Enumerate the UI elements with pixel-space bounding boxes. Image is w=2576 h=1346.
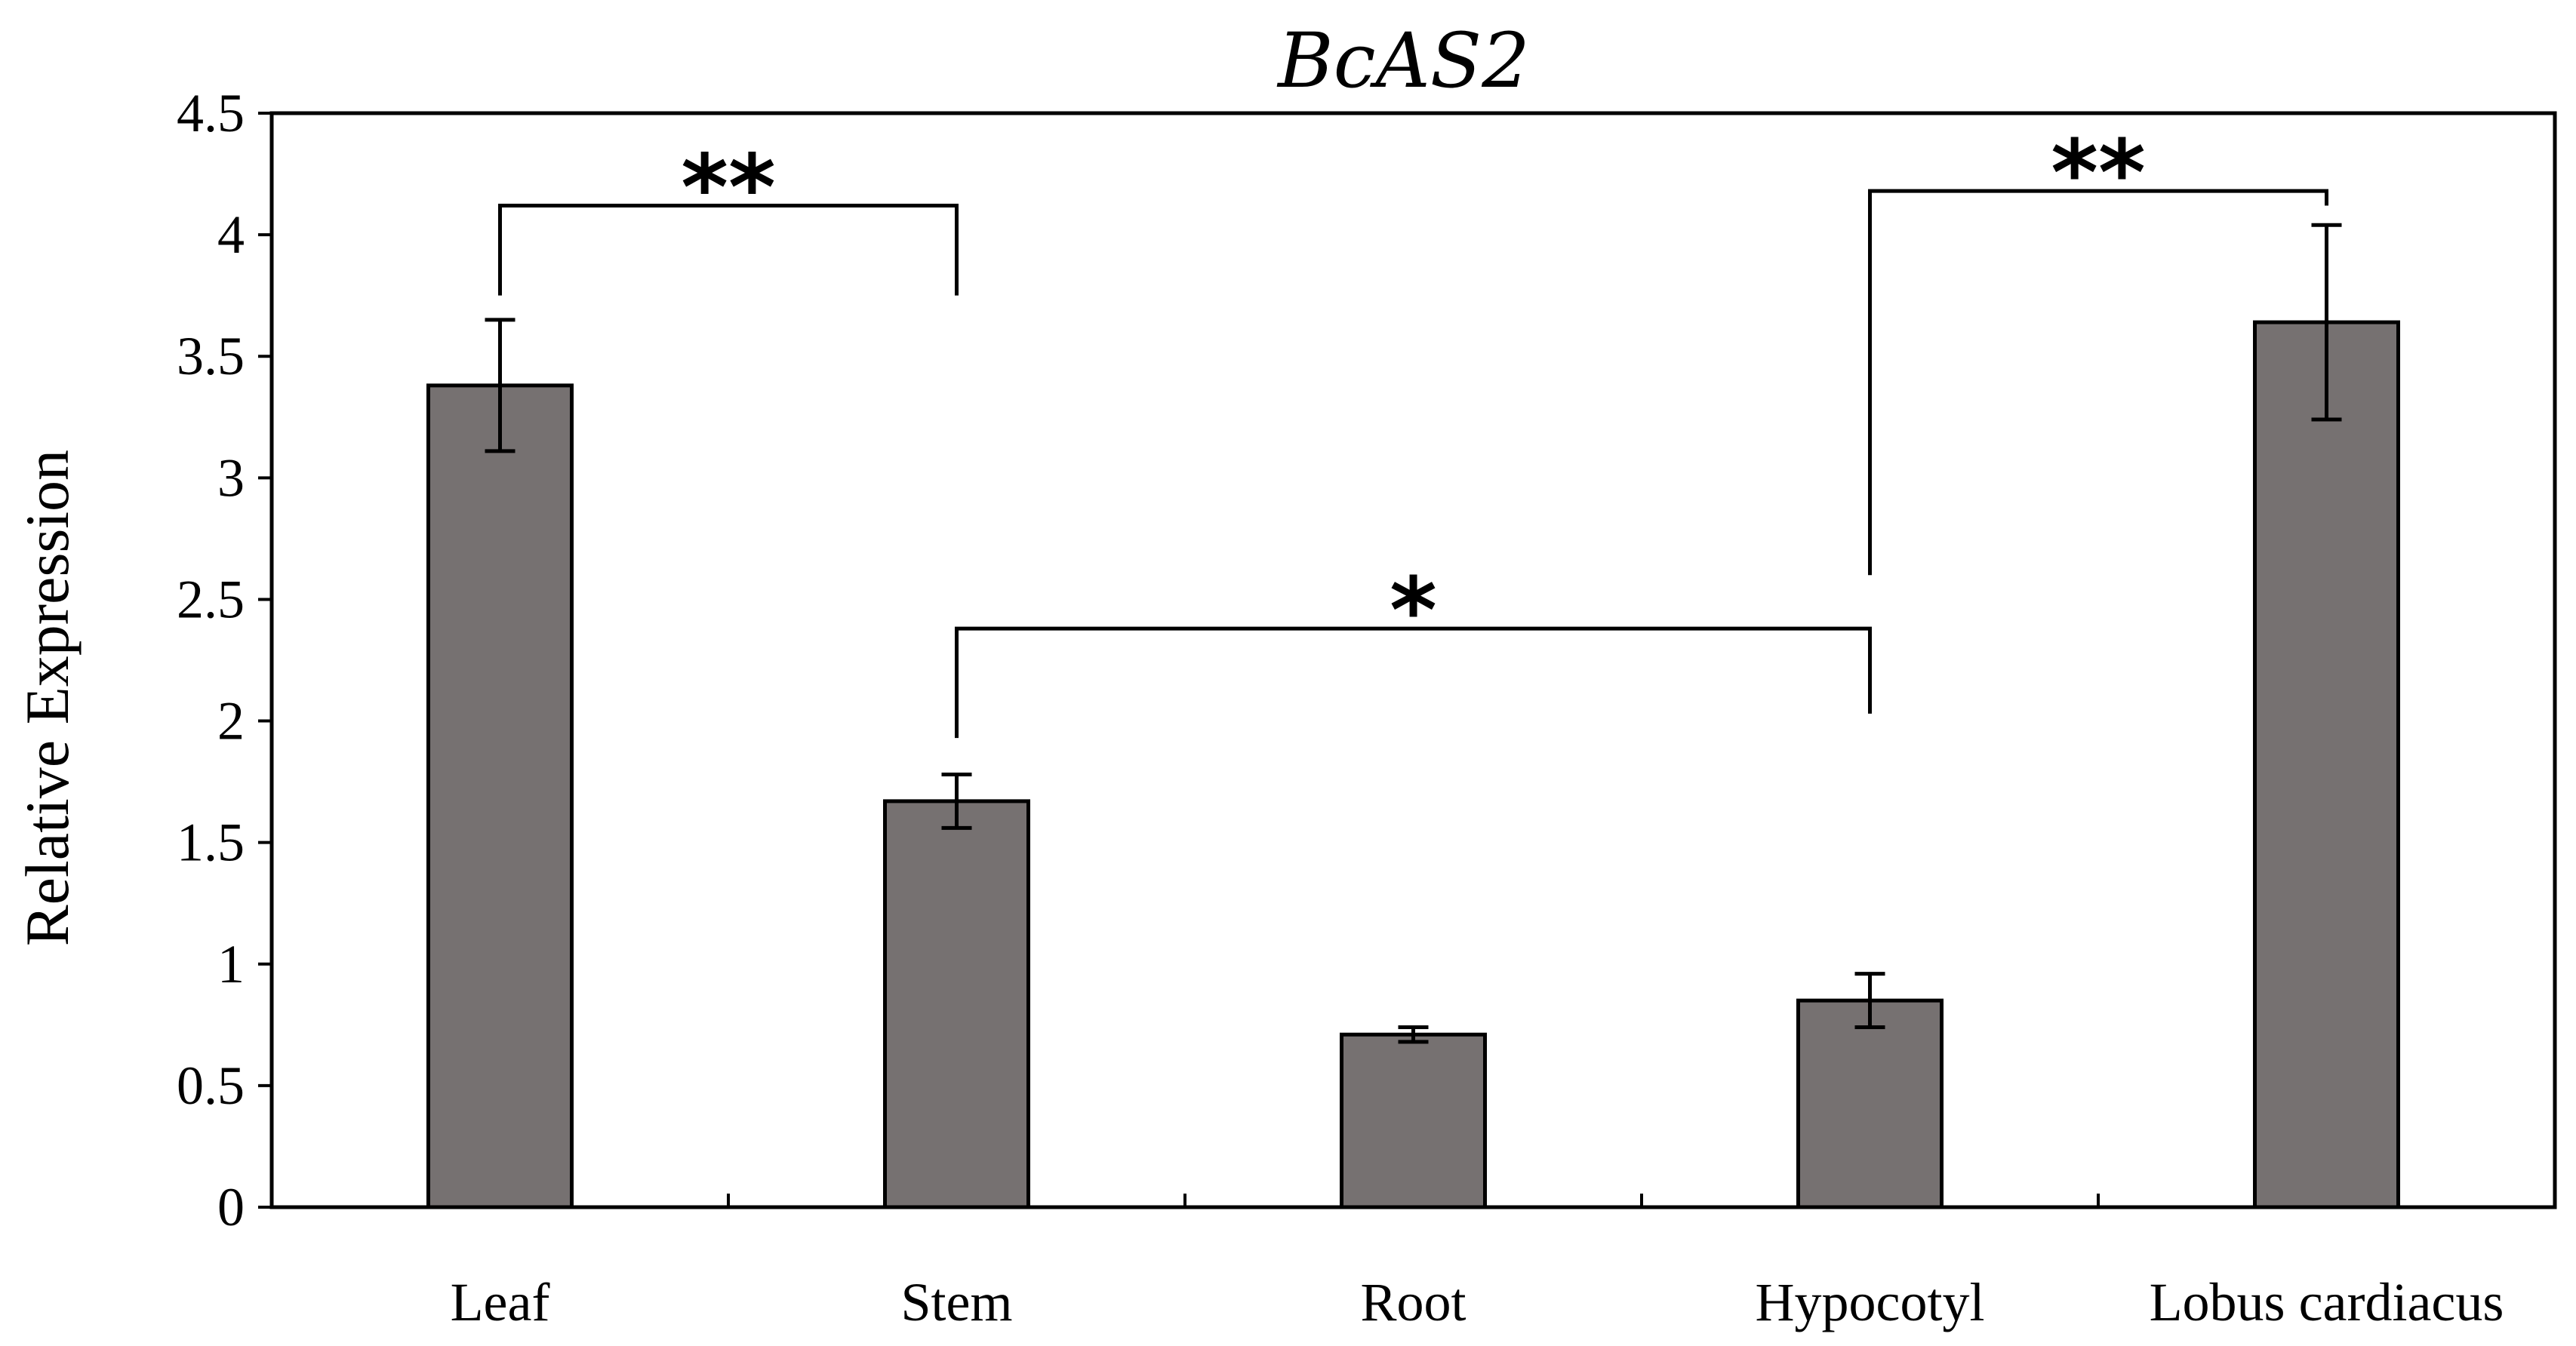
y-tick-label: 4: [217, 204, 245, 265]
y-tick-label: 1: [217, 934, 245, 994]
chart-title: BcAS2: [1276, 17, 1530, 105]
x-tick-label: Root: [1360, 1272, 1466, 1332]
significance-bracket: [498, 203, 959, 296]
y-tick-label: 3.5: [177, 326, 245, 386]
x-tick-label: Hypocotyl: [1756, 1272, 1985, 1332]
x-axis-ticks: Leaf Stem Root Hypocotyl Lobus cardiacus: [451, 1194, 2504, 1332]
y-tick-label: 2.5: [177, 569, 245, 629]
bar: [426, 383, 574, 1209]
y-axis-ticks: 0 0.5 1 1.5 2 2.5 3 3.5 4 4.5: [177, 83, 272, 1237]
significance-label: *: [1390, 559, 1437, 664]
bar: [1796, 998, 1944, 1209]
y-tick-label: 0.5: [177, 1056, 245, 1116]
x-tick-label: Lobus cardiacus: [2150, 1272, 2504, 1332]
bars: [426, 320, 2400, 1209]
significance-label: **: [681, 136, 776, 241]
significance-label: **: [2051, 121, 2146, 226]
y-tick-label: 4.5: [177, 83, 245, 143]
bar: [883, 799, 1030, 1209]
y-axis-label: Relative Expression: [13, 450, 82, 946]
significance-bracket: [955, 626, 1872, 739]
y-tick-label: 2: [217, 691, 245, 751]
y-tick-label: 1.5: [177, 813, 245, 873]
y-tick-label: 0: [217, 1177, 245, 1237]
bar: [1340, 1032, 1487, 1209]
error-bars: [485, 223, 2342, 1044]
bar: [2253, 320, 2400, 1209]
significance-bracket: [1868, 189, 2328, 576]
x-tick-label: Leaf: [451, 1272, 550, 1332]
significance-brackets: *****: [498, 121, 2328, 739]
x-tick-label: Stem: [900, 1272, 1012, 1332]
y-tick-label: 3: [217, 447, 245, 508]
